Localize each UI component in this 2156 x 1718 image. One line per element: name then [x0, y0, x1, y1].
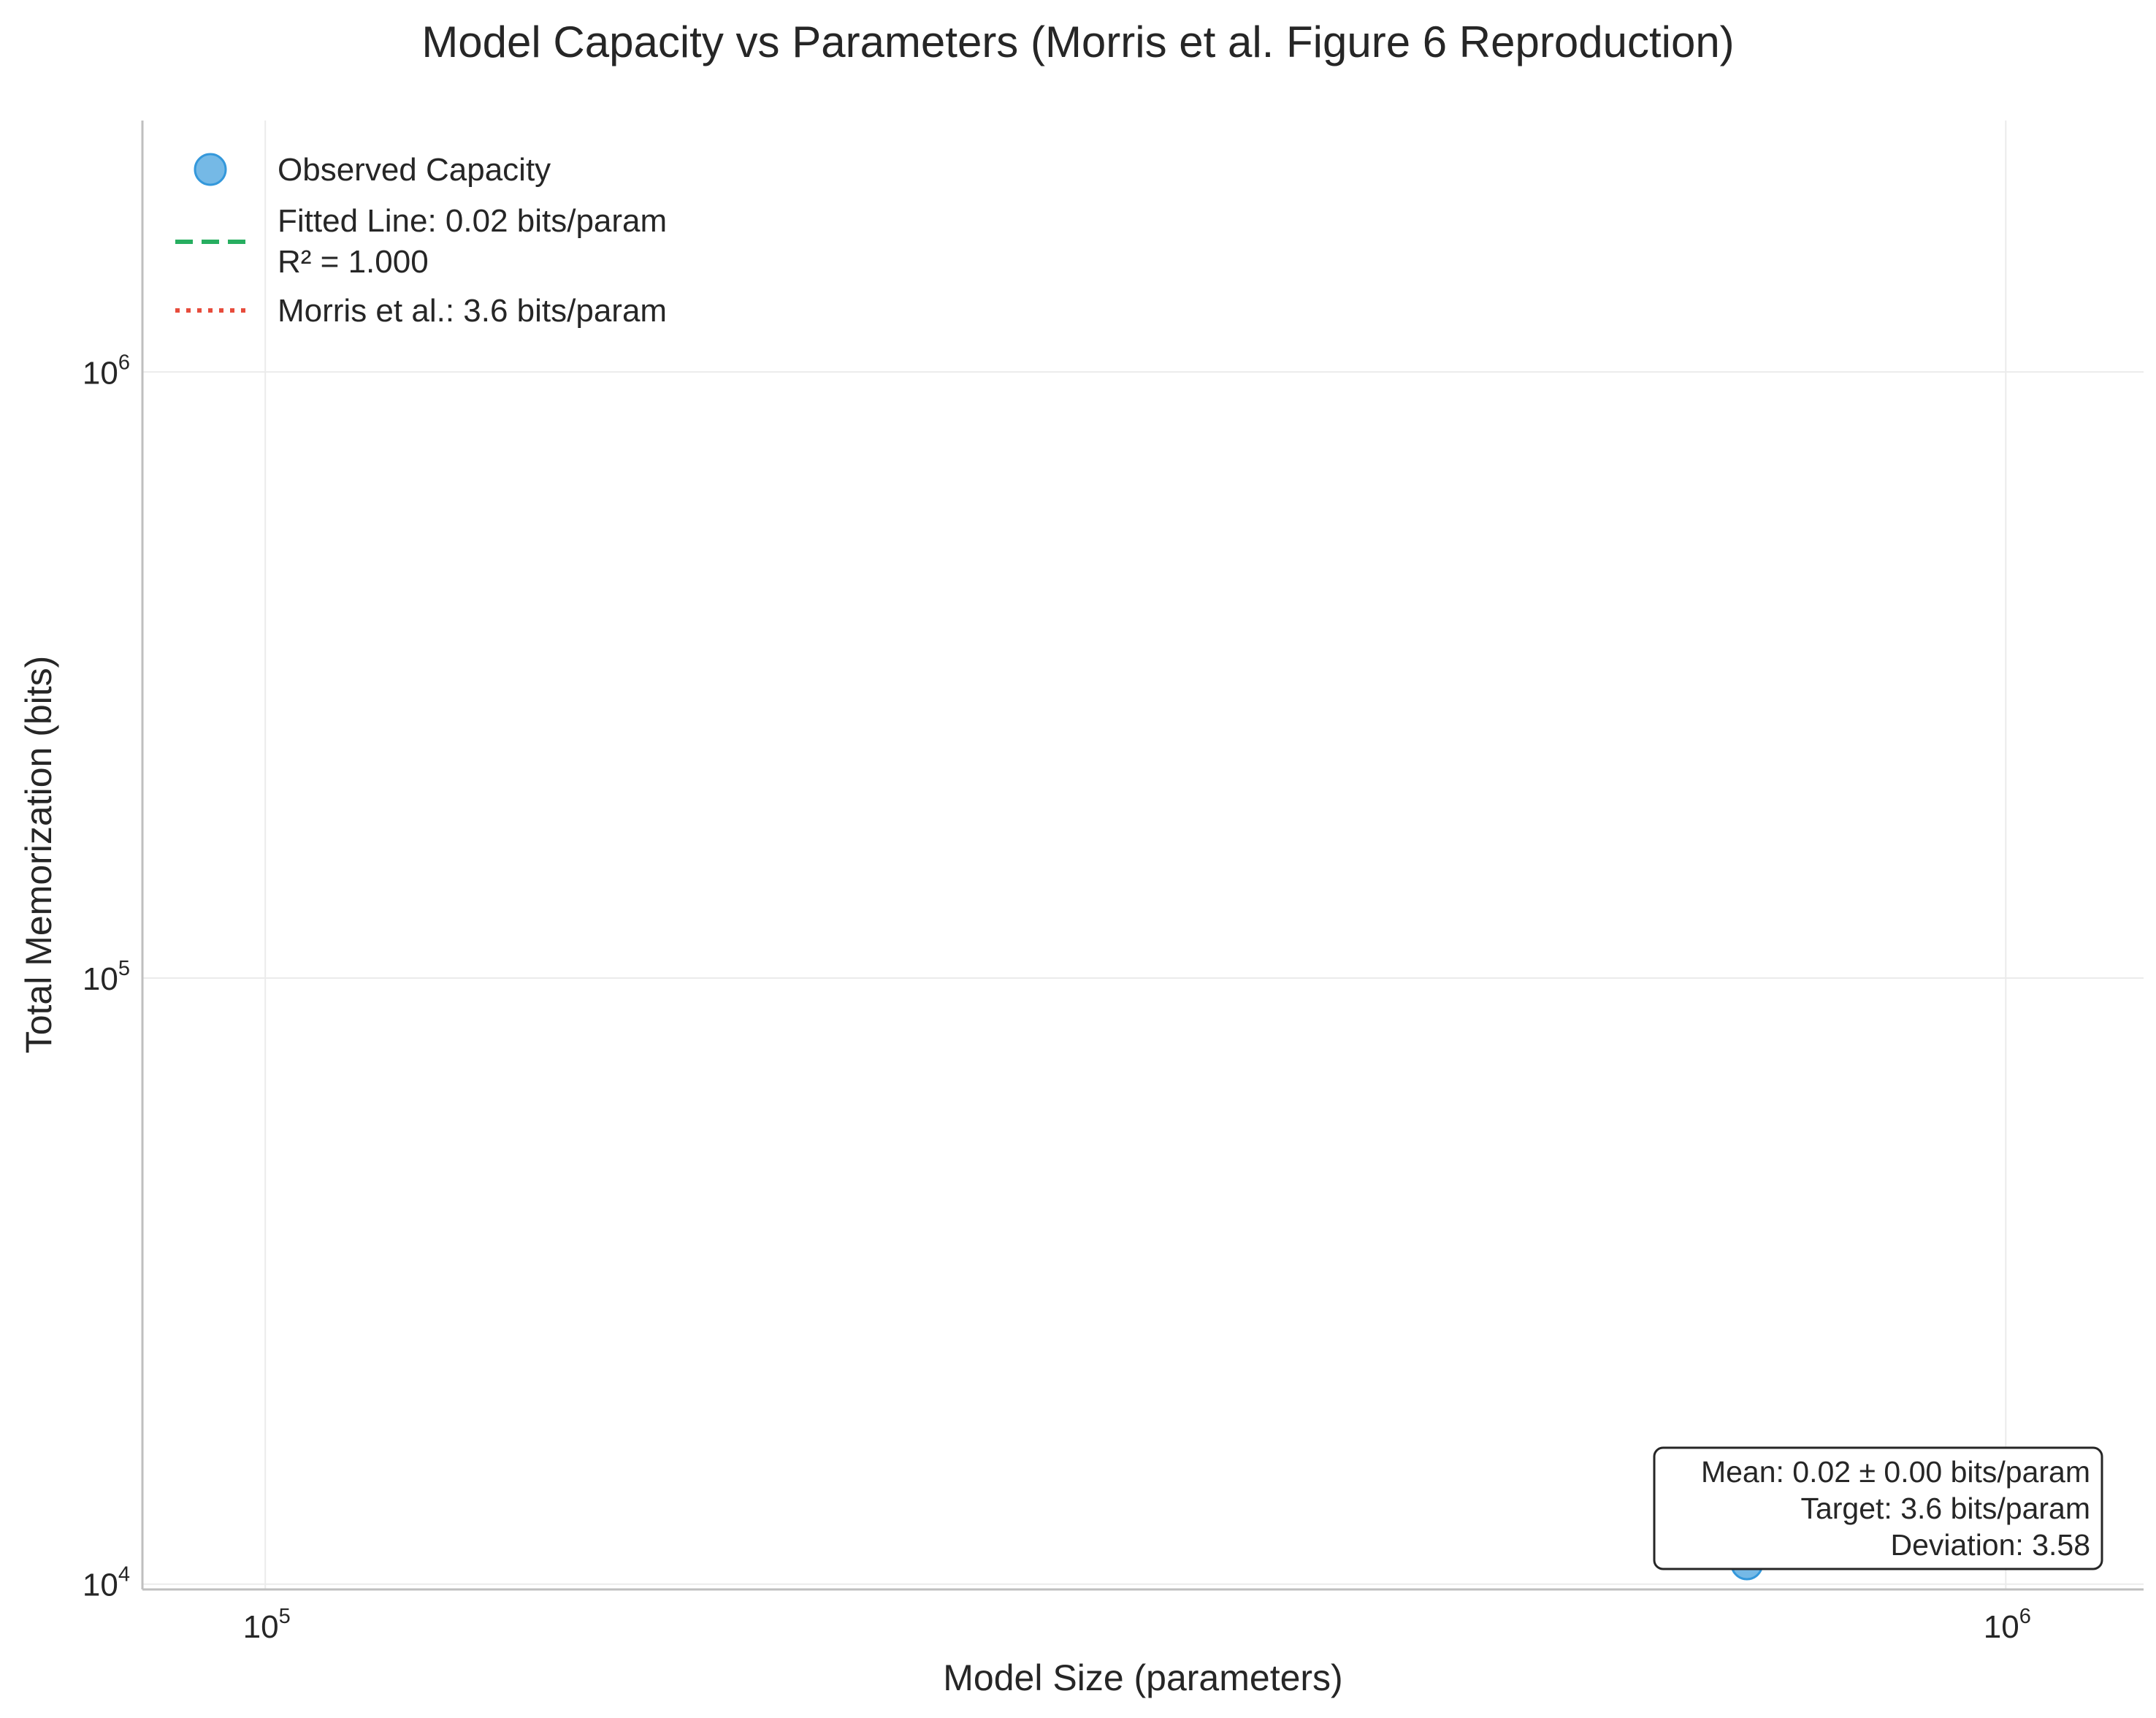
y-tick-label: 106 [83, 351, 130, 391]
x-tick-label: 105 [243, 1605, 291, 1645]
y-tick-label: 105 [83, 957, 130, 997]
stats-line: Target: 3.6 bits/param [1800, 1492, 2090, 1525]
grid [142, 121, 2144, 1589]
legend-label: R² = 1.000 [278, 244, 429, 280]
x-axis-ticks: 105 106 [243, 1605, 2031, 1645]
x-axis-label: Model Size (parameters) [943, 1657, 1342, 1698]
stats-line: Deviation: 3.58 [1890, 1528, 2090, 1562]
legend-label: Observed Capacity [278, 152, 551, 188]
y-axis-ticks: 104 105 106 [83, 351, 130, 1603]
legend-label: Fitted Line: 0.02 bits/param [278, 203, 667, 239]
y-axis-label: Total Memorization (bits) [18, 656, 59, 1054]
chart-title: Model Capacity vs Parameters (Morris et … [421, 18, 1734, 66]
legend-label: Morris et al.: 3.6 bits/param [278, 293, 667, 329]
stats-box-frame [1653, 1446, 2103, 1570]
y-tick-label: 104 [83, 1563, 130, 1603]
legend: Observed Capacity Fitted Line: 0.02 bits/… [175, 152, 667, 329]
legend-marker-observed [194, 153, 227, 186]
x-tick-label: 106 [1984, 1605, 2031, 1645]
stats-line: Mean: 0.02 ± 0.00 bits/param [1701, 1455, 2090, 1489]
